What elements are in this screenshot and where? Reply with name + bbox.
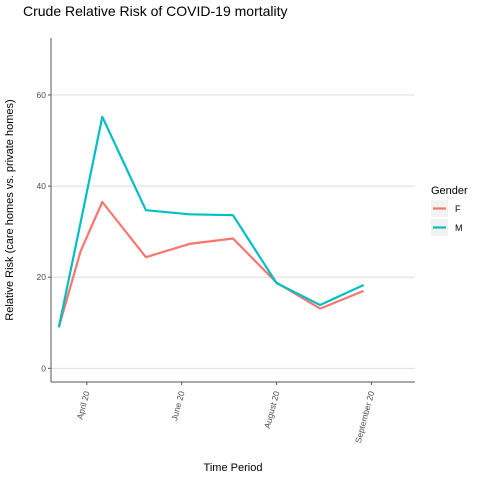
y-tick-label: 20 (37, 272, 47, 282)
chart-title: Crude Relative Risk of COVID-19 mortalit… (23, 3, 288, 19)
x-tick-label: April 20 (75, 390, 92, 421)
axes: 0 20 40 60 April 20 June 20 August 20 September… (37, 38, 415, 444)
y-tick-label: 40 (37, 181, 47, 191)
x-tick-label: June 20 (169, 390, 187, 422)
x-tick-label: September 20 (353, 390, 377, 444)
series-line-m (57, 115, 365, 328)
grid (51, 94, 415, 369)
y-axis-title: Relative Risk (care homes vs. private ho… (4, 99, 16, 320)
legend-label-f: F (455, 204, 461, 214)
legend-label-m: M (455, 223, 463, 233)
x-tick-label: August 20 (262, 390, 282, 430)
y-tick-label: 60 (37, 90, 47, 100)
y-tick-label: 0 (41, 363, 46, 373)
series-line-f (57, 200, 365, 328)
legend: Gender FM (431, 185, 468, 236)
legend-title: Gender (431, 185, 468, 197)
x-axis-title: Time Period (204, 462, 263, 474)
series (57, 115, 365, 328)
